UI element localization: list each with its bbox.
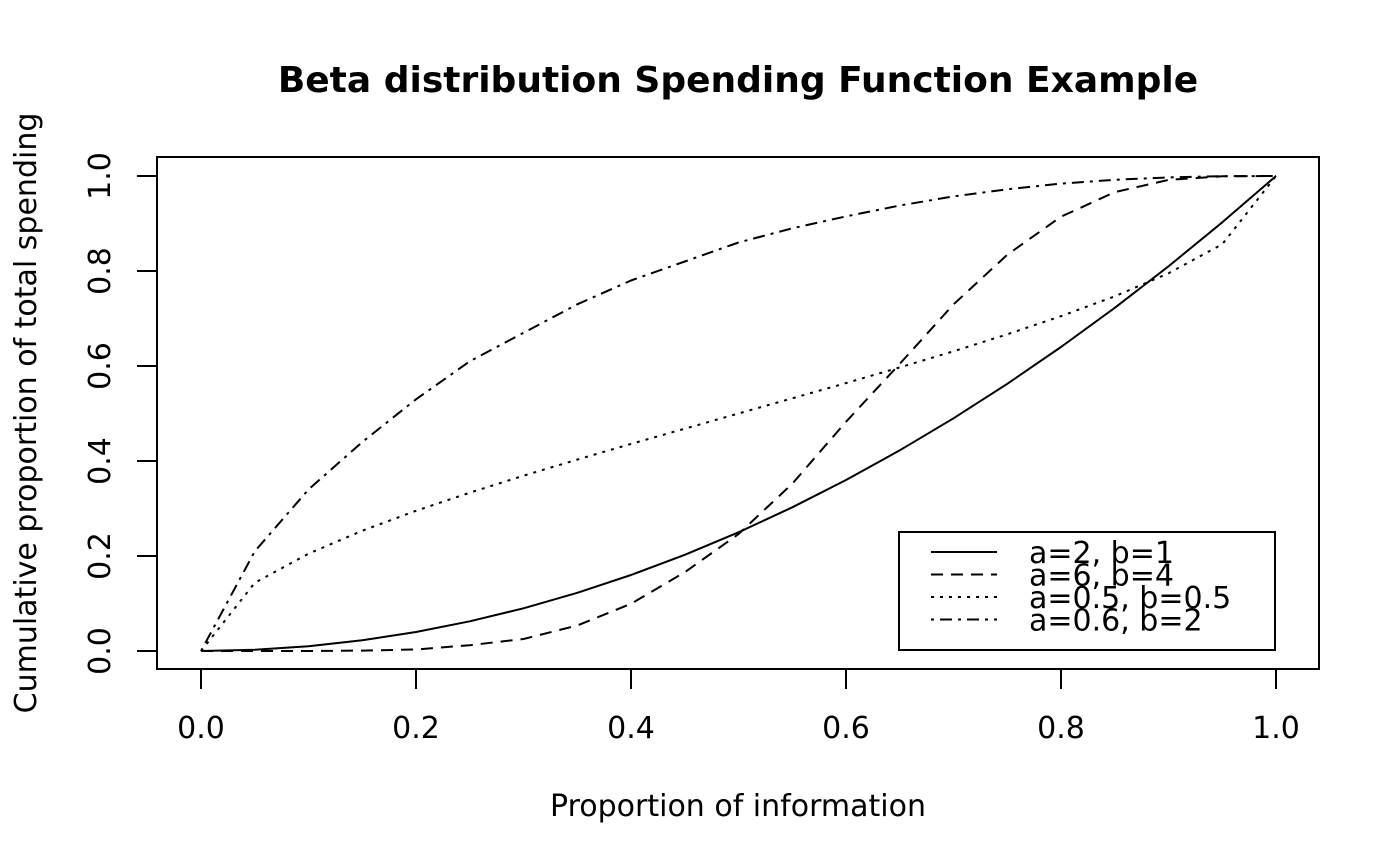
y-tick-label: 0.4 [83, 437, 118, 485]
y-tick-label: 0.0 [83, 627, 118, 675]
series-line-3 [200, 175, 1277, 652]
series-layer [200, 175, 1277, 652]
legend-label-4: a=0.6, b=2 [1029, 604, 1203, 639]
series-line-4 [200, 175, 1277, 652]
y-tick-label: 0.8 [83, 247, 118, 295]
legend-label-3: a=0.5, b=0.5 [1029, 581, 1231, 616]
y-axis-label: Cumulative proportion of total spending [9, 113, 44, 714]
x-tick-label: 0.2 [392, 711, 440, 746]
y-tick-label: 0.2 [83, 532, 118, 580]
legend: a=2, b=1a=6, b=4a=0.5, b=0.5a=0.6, b=2 [898, 531, 1276, 651]
series-line-1 [200, 175, 1277, 652]
x-tick-label: 0.0 [177, 711, 225, 746]
x-tick-label: 0.8 [1037, 711, 1085, 746]
x-tick-label: 0.4 [607, 711, 655, 746]
series-line-2 [201, 175, 1277, 652]
y-tick-label: 1.0 [83, 152, 118, 200]
y-tick-label: 0.6 [83, 342, 118, 390]
x-tick-label: 0.6 [822, 711, 870, 746]
legend-label-1: a=2, b=1 [1029, 536, 1174, 571]
x-axis: 0.0 0.2 0.4 0.6 0.8 1.0 [177, 668, 1300, 746]
x-tick-label: 1.0 [1252, 711, 1300, 746]
x-axis-label: Proportion of information [550, 789, 926, 824]
y-axis: 0.0 0.2 0.4 0.6 0.8 1.0 [83, 152, 158, 675]
legend-label-2: a=6, b=4 [1029, 559, 1174, 594]
chart-title: Beta distribution Spending Function Exam… [278, 60, 1198, 101]
